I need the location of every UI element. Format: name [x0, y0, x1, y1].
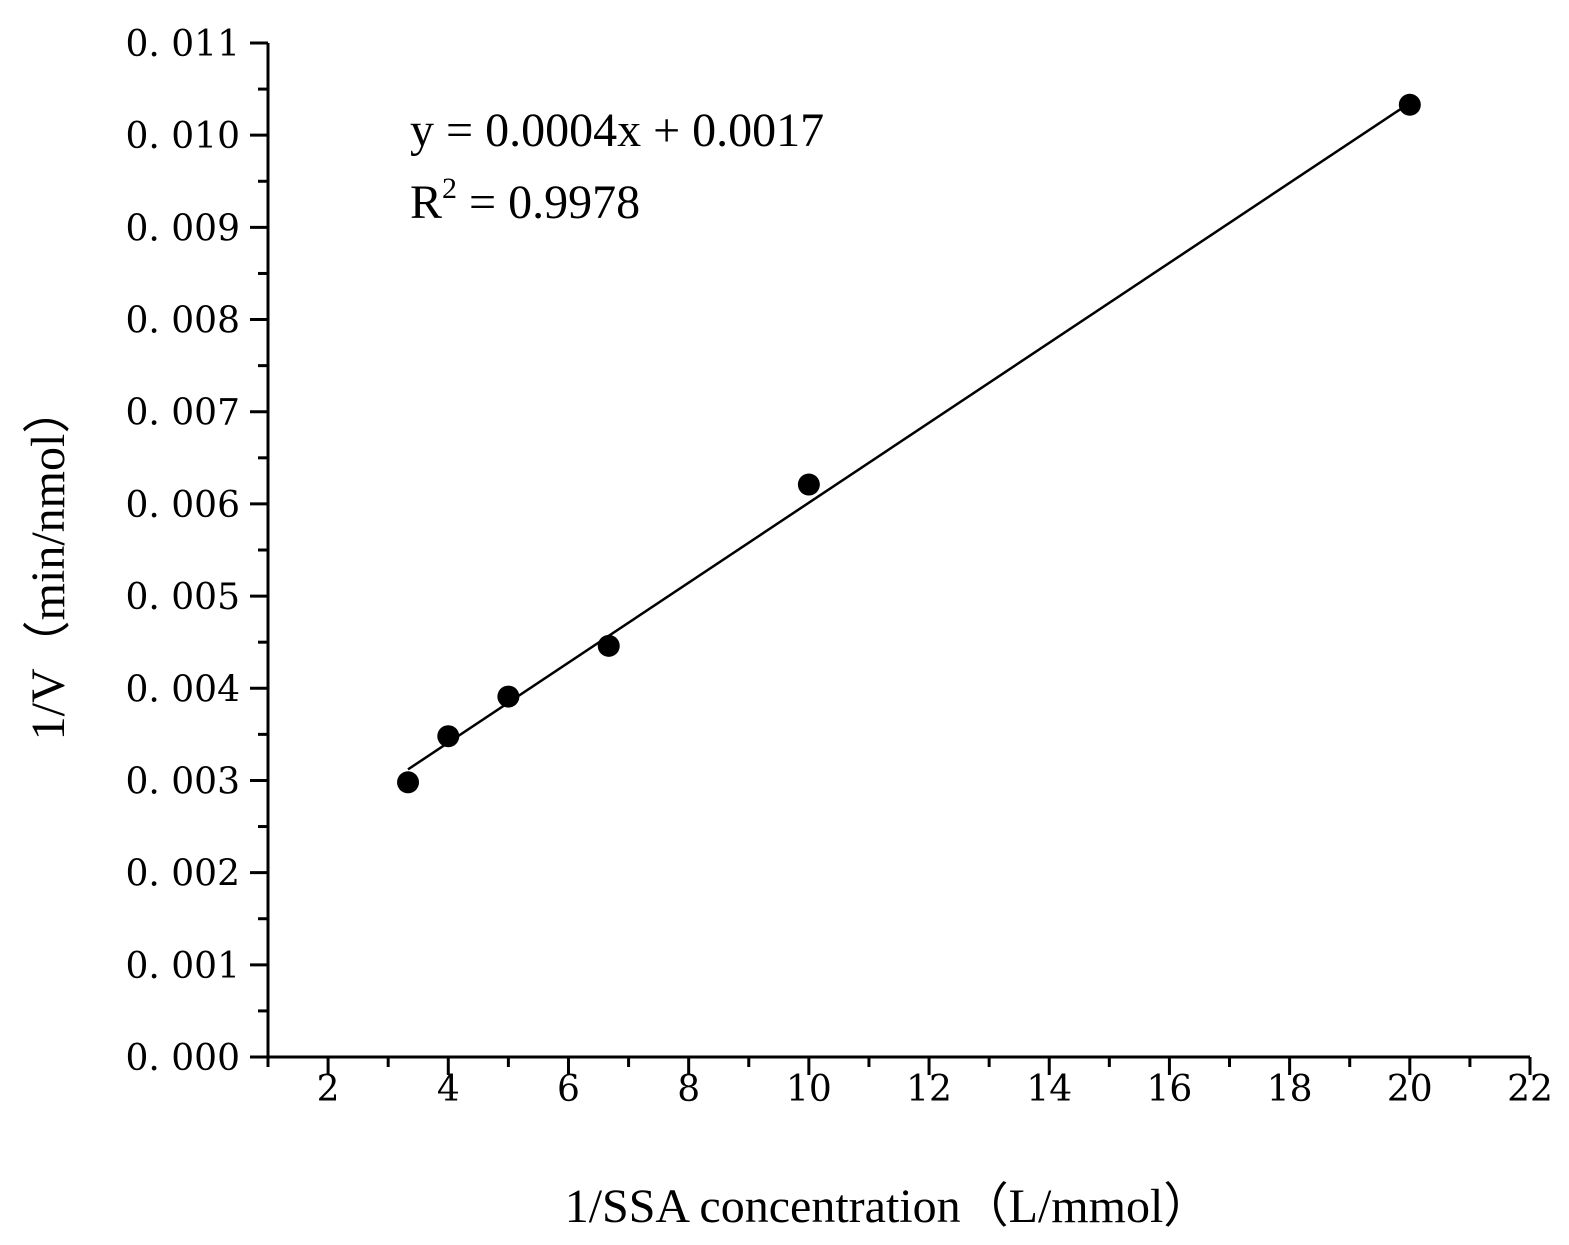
x-tick-label: 6 — [557, 1069, 580, 1110]
data-points — [397, 93, 1421, 794]
data-point — [597, 634, 620, 657]
x-tick-label: 8 — [677, 1069, 700, 1110]
y-tick-label: 0. 007 — [125, 393, 240, 434]
equation-label: y = 0.0004x + 0.0017 — [410, 104, 824, 157]
x-tick-label: 22 — [1507, 1069, 1553, 1110]
x-tick-label: 10 — [786, 1069, 832, 1110]
y-tick-label: 0. 006 — [125, 485, 240, 526]
data-point — [397, 771, 420, 794]
x-tick-label: 4 — [437, 1069, 460, 1110]
fit-line — [407, 101, 1411, 771]
r-squared-superscript: 2 — [442, 172, 457, 205]
y-tick-label: 0. 005 — [125, 577, 240, 618]
y-tick-label: 0. 011 — [125, 24, 240, 65]
x-tick-label: 2 — [317, 1069, 340, 1110]
fit-line-group — [407, 101, 1411, 771]
x-tick-label: 16 — [1147, 1069, 1193, 1110]
y-tick-label: 0. 003 — [125, 761, 240, 802]
data-point — [1398, 93, 1421, 116]
y-tick-label: 0. 002 — [125, 854, 240, 895]
data-point — [797, 473, 820, 496]
y-tick-label: 0. 008 — [125, 301, 240, 342]
x-tick-label: 12 — [906, 1069, 952, 1110]
data-point — [497, 685, 520, 708]
y-tick-label: 0. 001 — [125, 946, 240, 987]
y-tick-label: 0. 004 — [125, 669, 240, 710]
x-tick-label: 18 — [1267, 1069, 1313, 1110]
x-tick-label: 14 — [1026, 1069, 1072, 1110]
y-tick-label: 0. 009 — [125, 208, 240, 249]
r-squared-prefix: R — [410, 176, 442, 229]
data-point — [437, 725, 460, 748]
y-tick-label: 0. 000 — [125, 1038, 240, 1079]
r-squared-label: R2 = 0.9978 — [410, 172, 640, 229]
y-axis-title: 1/V（min/nmol） — [22, 386, 75, 741]
x-axis-title: 1/SSA concentration（L/mmol） — [565, 1180, 1212, 1233]
r-squared-value: = 0.9978 — [457, 176, 640, 229]
x-tick-label: 20 — [1387, 1069, 1433, 1110]
ticks: 0. 000 0. 001 0. 002 0. 003 0. 004 0. 005 0. 0… — [125, 24, 1552, 1110]
y-tick-label: 0. 010 — [125, 116, 240, 157]
